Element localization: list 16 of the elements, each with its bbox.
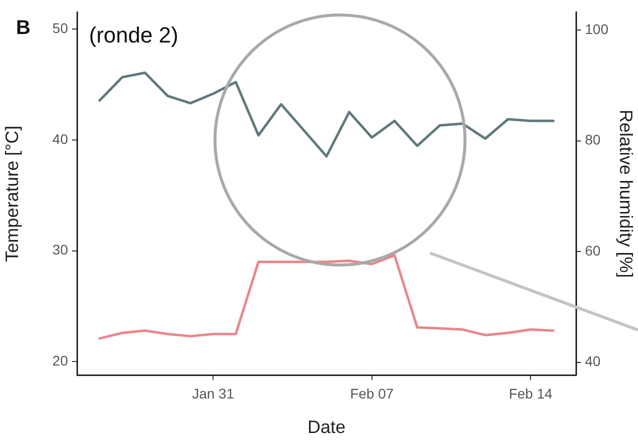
- y-tick-label: 30: [52, 242, 68, 258]
- y2-tick-label: 40: [585, 353, 601, 370]
- y2-tick-label: 80: [585, 132, 601, 148]
- y-tick-label: 20: [52, 352, 68, 369]
- x-tick-label: Feb 07: [350, 385, 394, 402]
- annotation: (ronde 2): [89, 22, 178, 48]
- y-tick-label: 50: [52, 20, 68, 36]
- y-axis-title: Temperature [°C]: [2, 126, 22, 262]
- text: B: [16, 17, 30, 39]
- y-tick-label: 40: [52, 130, 68, 147]
- y2-axis-title: Relative humidity [%]: [616, 110, 636, 278]
- y2-tick-label: 100: [585, 20, 609, 37]
- y2-tick-label: 60: [585, 242, 601, 258]
- x-tick-label: Feb 14: [508, 385, 553, 402]
- x-tick-label: Jan 31: [192, 385, 234, 402]
- x-axis-title: Date: [307, 417, 346, 438]
